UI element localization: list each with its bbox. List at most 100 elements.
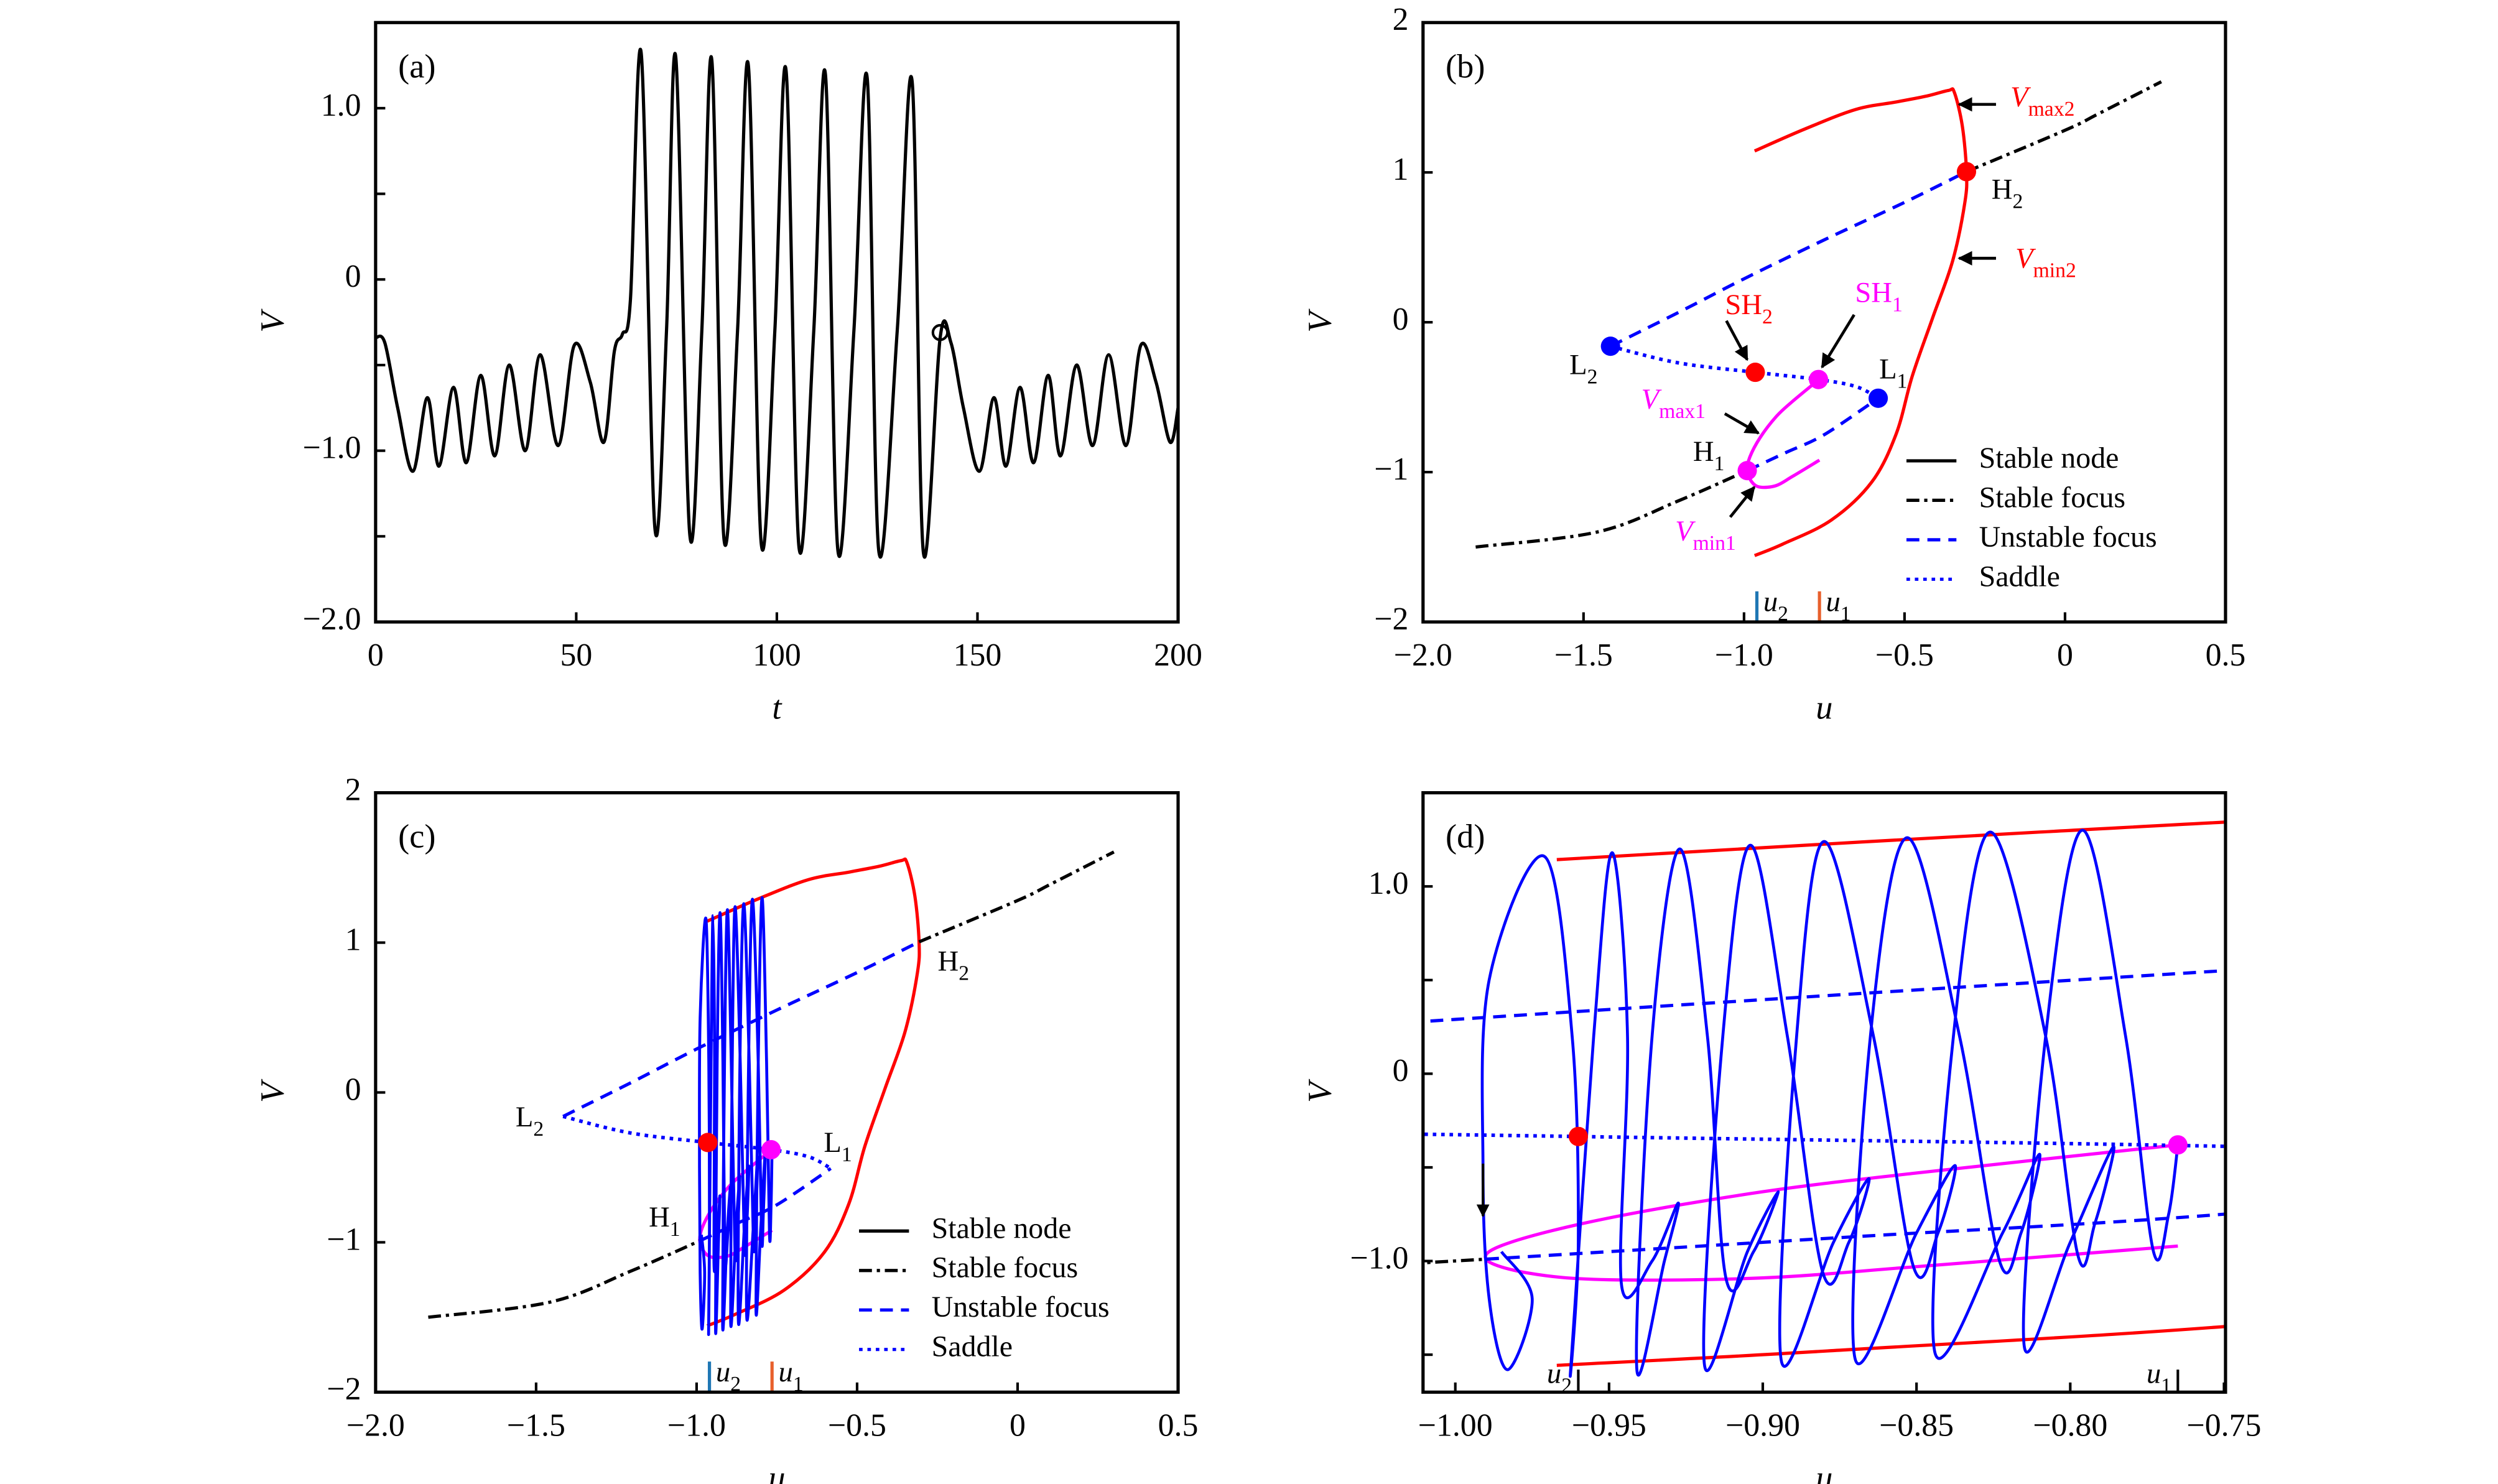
y-axis-label: V [254,308,291,333]
stable-focus-branch-curve [1966,80,2162,174]
point-SH1 [1809,369,1829,389]
x-tick-label: 150 [954,638,1002,673]
u-marker-label-main: u [1547,1357,1561,1389]
u-marker-label-subscript: 1 [793,1373,804,1396]
point-H1 [1737,461,1757,481]
annotation-sh1-subscript: 1 [1892,294,1903,317]
x-tick-label: 50 [560,638,593,673]
point-L2 [1600,336,1620,356]
y-tick-label: 1 [1393,152,1409,187]
annotation-h1: H1 [1693,435,1724,476]
x-axis-label: u [1816,1459,1832,1484]
u-marker-label: u1 [1826,585,1850,626]
x-tick-label: −0.75 [2187,1407,2262,1443]
limit-cycle-branch-curve [1753,87,1969,557]
x-axis-label: u [768,1459,785,1484]
x-tick-label: −1.5 [1554,638,1613,673]
axes-frame-d [1421,791,2227,1394]
y-tick-label: 1 [345,922,361,957]
x-tick-label: −0.5 [1875,638,1934,673]
annotation-arrow [1729,486,1756,518]
y-tick-label: −2 [1374,601,1408,637]
annotation-l1: L1 [1879,353,1907,393]
x-tick-label: −1.00 [1418,1407,1493,1443]
u-marker-label-main: u [1826,585,1840,618]
annotation-l1-main: L [1879,353,1897,385]
x-axis-label: t [772,689,782,726]
annotation-h1-main: H [1693,435,1714,468]
point-SH2 [1745,363,1765,383]
trajectory-curve [1480,828,2180,1378]
x-tick-label: 0.5 [2206,638,2246,673]
annotation-vmin1-subscript: min1 [1693,532,1736,555]
annotation-h2-main: H [1992,173,2013,205]
y-tick-label: −1.0 [303,430,361,466]
x-axis-label: u [1816,689,1832,726]
limit-cycle-branch-curve [1556,820,2226,1367]
point-SH2 [1568,1126,1588,1146]
x-tick-label: −0.95 [1572,1407,1646,1443]
x-tick-label: −1.5 [507,1407,565,1443]
x-tick-label: −1.0 [667,1407,726,1443]
annotation-vmin2-main: V [2015,242,2036,274]
annotation-h1-subscript: 1 [1714,452,1725,475]
annotation-vmax2: Vmax2 [2010,81,2074,121]
u-marker-label-main: u [2147,1357,2161,1389]
unstable-focus-branch-curve [1423,968,2226,1023]
legend-label: Stable node [1979,442,2119,475]
x-tick-label: −1.0 [1715,638,1773,673]
panel-label: (c) [398,818,435,855]
x-tick-label: 0 [368,638,384,673]
y-tick-label: 0 [345,259,361,294]
y-tick-label: −1 [327,1222,361,1257]
y-tick-label: 0 [345,1072,361,1107]
y-tick-label: 0 [1393,1053,1409,1088]
annotation-vmax2-main: V [2010,81,2031,113]
y-tick-label: 1.0 [321,88,361,123]
annotation-sh2: SH2 [1725,289,1772,329]
y-tick-label: −2.0 [303,601,361,637]
annotation-l2: L2 [516,1101,544,1141]
annotation-vmin1: Vmin1 [1675,515,1736,555]
u-marker-label: u2 [716,1356,741,1396]
y-tick-label: 1.0 [1368,866,1409,901]
annotation-vmax2-subscript: max2 [2028,98,2075,121]
u-marker-label-main: u [1763,585,1778,618]
annotation-l2-subscript: 2 [1587,366,1598,389]
x-tick-label: −0.85 [1879,1407,1954,1443]
panel-label: (a) [398,47,435,85]
u-marker-label-subscript: 2 [1778,603,1788,626]
stable-focus-branch-curve [428,1239,701,1319]
annotation-sh2-main: SH [1725,289,1762,321]
trajectory-curve [698,896,774,1337]
legend-label: Saddle [1979,560,2060,593]
x-tick-label: 0.5 [1158,1407,1199,1443]
u-marker-label-subscript: 1 [2161,1375,2171,1398]
x-tick-label: 200 [1154,638,1202,673]
annotation-vmax1-main: V [1641,383,1662,415]
y-axis-label: V [1301,1078,1339,1103]
panel-label: (b) [1446,47,1485,85]
annotation-h2: H2 [938,945,969,985]
y-tick-label: −2 [327,1371,361,1407]
annotation-l1-main: L [824,1126,841,1158]
annotation-h2-subscript: 2 [2012,190,2023,213]
axes-frame-a [374,21,1180,624]
x-tick-label: 0 [2057,638,2073,673]
homoclinic-branch-curve [1483,1143,2178,1282]
annotation-l2-main: L [516,1101,533,1133]
x-tick-label: −2.0 [346,1407,405,1443]
plot-area-d [1423,820,2226,1378]
legend-label: Stable focus [932,1251,1079,1284]
annotation-vmin2: Vmin2 [2015,242,2076,282]
y-tick-label: 2 [345,772,361,807]
x-tick-label: −0.90 [1725,1407,1800,1443]
annotation-h1-subscript: 1 [670,1218,680,1241]
axes-frame-b [1421,21,2227,624]
annotation-h2: H2 [1992,173,2023,213]
panel-a: 0 50 100 150 200 1.0 0 −1.0 −2.0 t V (a) [254,21,1202,726]
x-tick-label: 100 [753,638,801,673]
annotation-l1: L1 [824,1126,852,1166]
